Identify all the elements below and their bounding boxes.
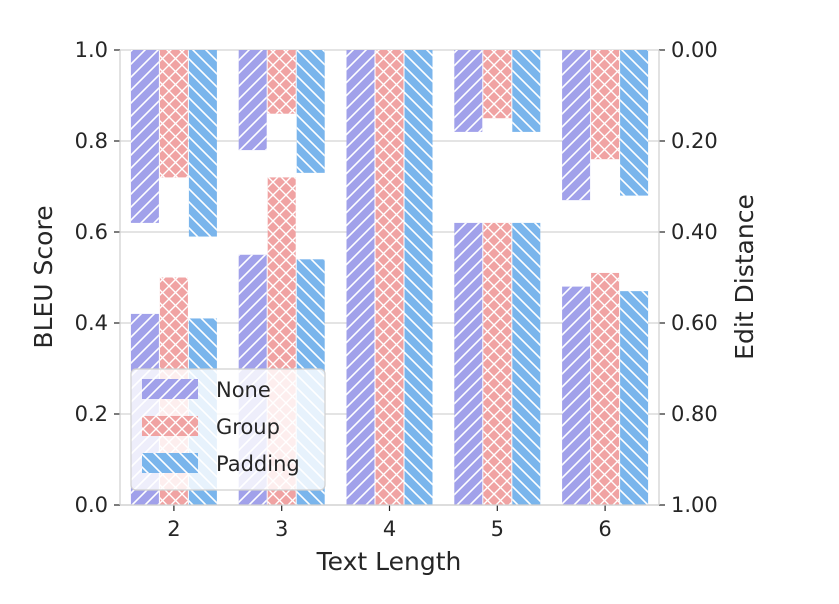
legend-swatch-hatch: [142, 453, 198, 473]
legend-label: None: [216, 378, 271, 402]
bleu-bar-hatch: [454, 222, 483, 505]
y-tick-label: 1.0: [75, 38, 108, 62]
bleu-bar-hatch: [375, 50, 404, 505]
legend-label: Group: [216, 415, 280, 439]
edit-distance-bar-hatch: [591, 50, 620, 160]
y-tick-label: 0.2: [75, 402, 108, 426]
bleu-bar-hatch: [512, 222, 541, 505]
edit-distance-bar-hatch: [130, 50, 159, 223]
edit-distance-bar-hatch: [483, 50, 512, 119]
edit-distance-bar-hatch: [159, 50, 188, 178]
bleu-bar-hatch: [620, 291, 649, 505]
y-tick-label: 0.8: [75, 129, 108, 153]
y2-axis-title: Edit Distance: [730, 194, 759, 360]
edit-distance-bar-hatch: [562, 50, 591, 201]
legend-swatch-hatch: [142, 416, 198, 436]
edit-distance-bar-hatch: [454, 50, 483, 132]
edit-distance-bar-hatch: [238, 50, 267, 151]
y-tick-label: 0.4: [75, 311, 108, 335]
x-tick-label: 4: [383, 517, 396, 541]
edit-distance-bar-hatch: [296, 50, 325, 173]
edit-distance-bar-hatch: [620, 50, 649, 196]
edit-distance-bar-hatch: [188, 50, 217, 237]
y2-tick-label: 0.00: [671, 38, 718, 62]
bleu-bar-hatch: [562, 286, 591, 505]
y2-tick-label: 0.40: [671, 220, 718, 244]
x-axis-title: Text Length: [316, 547, 462, 576]
y-tick-label: 0.0: [75, 493, 108, 517]
bleu-bar-hatch: [346, 50, 375, 505]
legend-label: Padding: [216, 452, 300, 476]
y2-tick-label: 0.20: [671, 129, 718, 153]
axes: 0.0 1.00 0.2 0.80 0.4 0.60 0.6 0.40 0.8 0.20 1.0 0.…: [75, 38, 718, 541]
y2-tick-label: 0.80: [671, 402, 718, 426]
y-tick-label: 0.6: [75, 220, 108, 244]
x-tick-label: 6: [598, 517, 611, 541]
bleu-bar-hatch: [591, 272, 620, 505]
bleu-bar-hatch: [483, 222, 512, 505]
legend-swatch-hatch: [142, 379, 198, 399]
x-tick-label: 2: [167, 517, 180, 541]
y2-tick-label: 0.60: [671, 311, 718, 335]
y-axis-title: BLEU Score: [29, 205, 58, 348]
edit-distance-bar-hatch: [512, 50, 541, 132]
y2-tick-label: 1.00: [671, 493, 718, 517]
legend: None Group Padding: [130, 368, 326, 491]
edit-distance-bar-hatch: [267, 50, 296, 114]
x-tick-label: 3: [275, 517, 288, 541]
bleu-bar-hatch: [404, 50, 433, 505]
x-tick-label: 5: [491, 517, 504, 541]
